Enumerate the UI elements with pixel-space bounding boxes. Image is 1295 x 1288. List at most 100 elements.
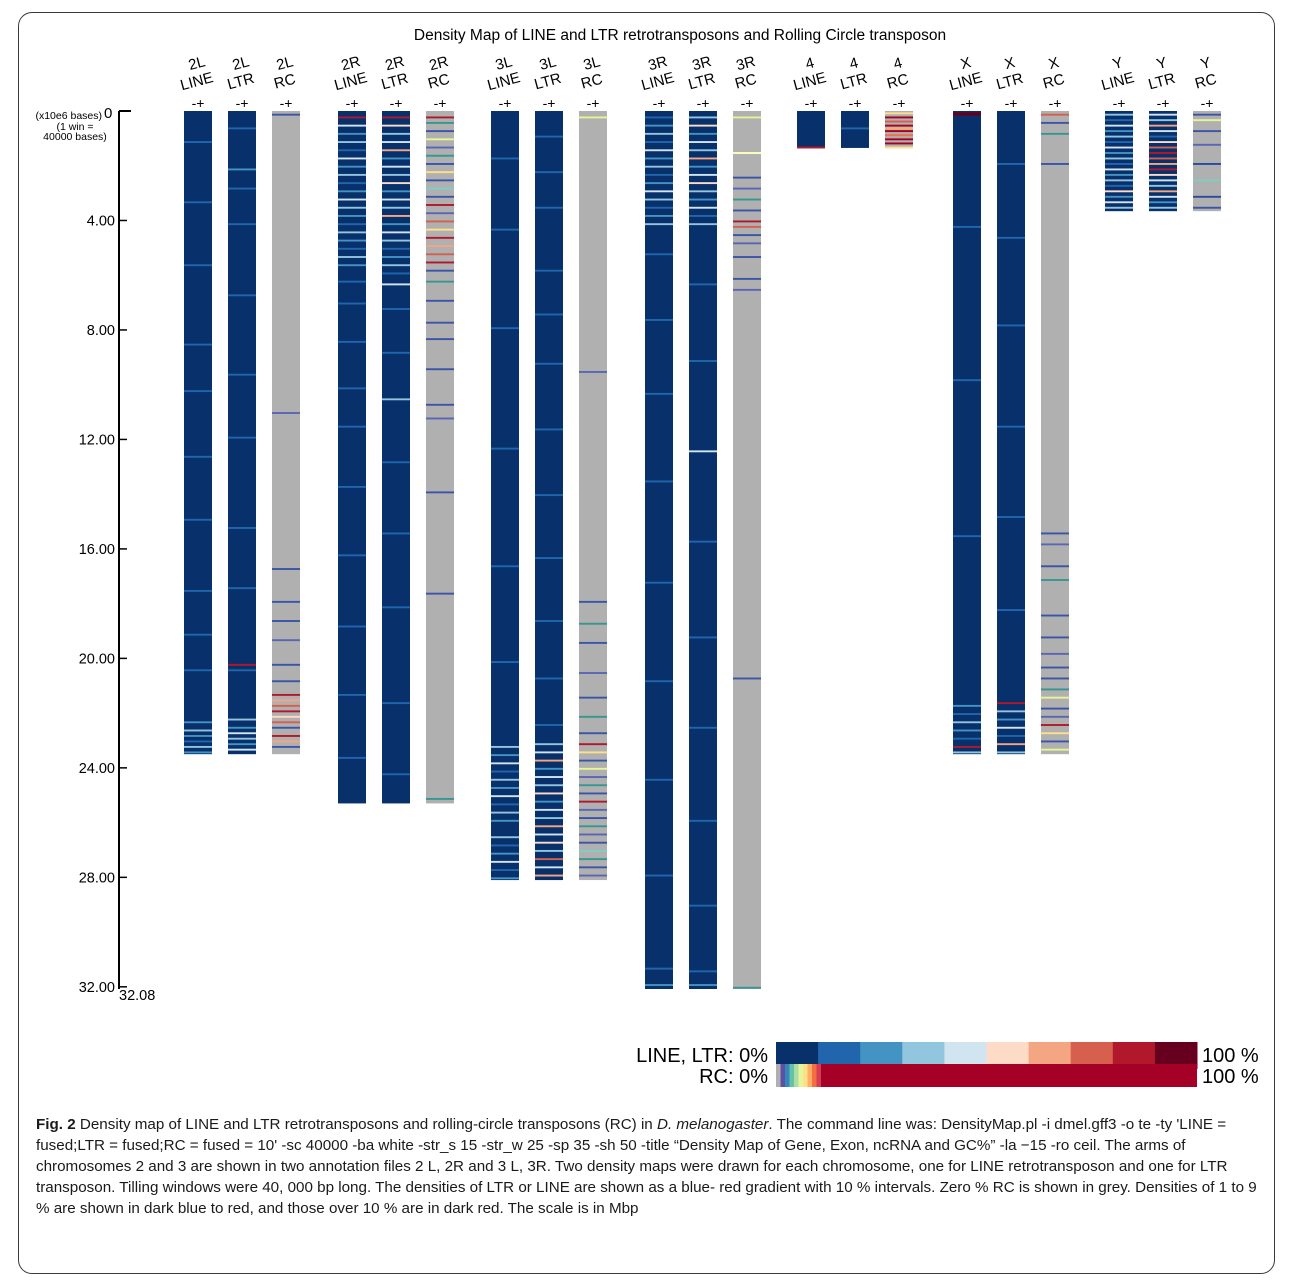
density-band [689, 450, 717, 453]
density-band [579, 776, 607, 778]
density-band [1149, 152, 1177, 154]
density-band [535, 428, 563, 431]
density-band [338, 485, 366, 488]
density-band [338, 190, 366, 193]
density-band [689, 984, 717, 986]
density-band [426, 138, 454, 141]
track-chrom-label: 2L [187, 53, 208, 74]
density-band [272, 726, 300, 729]
density-band [382, 206, 410, 209]
density-band [382, 461, 410, 464]
axis-tick-label: 24.00 [79, 761, 115, 777]
legend-swatch [798, 1064, 804, 1087]
density-band [535, 792, 563, 795]
density-band [491, 745, 519, 748]
density-band [535, 841, 563, 844]
track-x-rc: XRC -+ [1041, 54, 1069, 755]
density-band [426, 116, 454, 119]
density-band [1149, 190, 1177, 193]
density-band [645, 182, 673, 185]
density-band [382, 606, 410, 609]
density-band [338, 157, 366, 160]
density-band [997, 726, 1025, 729]
density-band [382, 223, 410, 226]
density-band [272, 568, 300, 570]
axis-window-label-1: (1 win = [56, 121, 93, 133]
density-band [426, 163, 454, 165]
density-band [338, 625, 366, 628]
density-band [1105, 152, 1133, 154]
legend-swatch [821, 1064, 1197, 1087]
strand-label: -+ [280, 95, 293, 111]
density-band [1041, 121, 1069, 124]
density-band [426, 130, 454, 133]
density-band [689, 124, 717, 127]
track-chrom-label: 4 [804, 54, 816, 73]
density-band [184, 343, 212, 346]
strand-label: -+ [805, 95, 818, 111]
density-band [1041, 614, 1069, 617]
density-band [953, 112, 981, 115]
density-band [689, 141, 717, 144]
density-band [733, 234, 761, 237]
track-type-label: LINE [486, 69, 523, 94]
track-type-label: LTR [532, 70, 563, 94]
density-band [645, 141, 673, 144]
density-band [228, 743, 256, 746]
strand-label: -+ [236, 95, 249, 111]
color-legends: LINE, LTR: 0% 100 % RC: 0% 100 % [636, 1042, 1259, 1088]
density-band [382, 247, 410, 250]
density-band [1149, 146, 1177, 149]
track-type-label: LINE [179, 69, 216, 94]
density-band [1041, 163, 1069, 165]
density-band [272, 740, 300, 743]
density-band [382, 141, 410, 144]
density-band [491, 811, 519, 814]
density-band [997, 163, 1025, 165]
track-bar [689, 111, 717, 989]
density-band [1193, 163, 1221, 165]
caption-text-1: Density map of LINE and LTR retrotranspo… [75, 1116, 657, 1133]
density-band [382, 198, 410, 201]
density-band [1149, 124, 1177, 127]
track-chrom-label: Y [1199, 54, 1213, 73]
density-band [579, 800, 607, 803]
density-band [1193, 206, 1221, 209]
density-band [382, 239, 410, 242]
strand-label: -+ [1201, 95, 1214, 111]
density-band [1193, 113, 1221, 116]
chart-title: Density Map of LINE and LTR retrotranspo… [414, 27, 946, 44]
track-chrom-label: X [959, 54, 973, 73]
track-chrom-label: Y [1111, 54, 1125, 73]
density-band [426, 280, 454, 283]
track-bar [184, 111, 212, 755]
density-band [579, 600, 607, 603]
density-band [426, 299, 454, 302]
strand-label: -+ [543, 95, 556, 111]
density-band [579, 715, 607, 718]
density-band [338, 554, 366, 557]
density-band [689, 283, 717, 286]
density-band [426, 212, 454, 215]
density-band [272, 721, 300, 724]
density-band [645, 157, 673, 160]
density-band [579, 841, 607, 844]
density-band [535, 135, 563, 138]
density-band [272, 663, 300, 666]
density-band [382, 116, 410, 119]
density-band [272, 113, 300, 116]
density-band [491, 762, 519, 765]
density-band [1041, 724, 1069, 726]
axis-tick-label: 12.00 [79, 432, 115, 448]
strand-label: -+ [346, 95, 359, 111]
density-band [535, 743, 563, 746]
density-band [426, 171, 454, 174]
density-band [272, 699, 300, 702]
track-chrom-label: 2R [427, 53, 450, 74]
